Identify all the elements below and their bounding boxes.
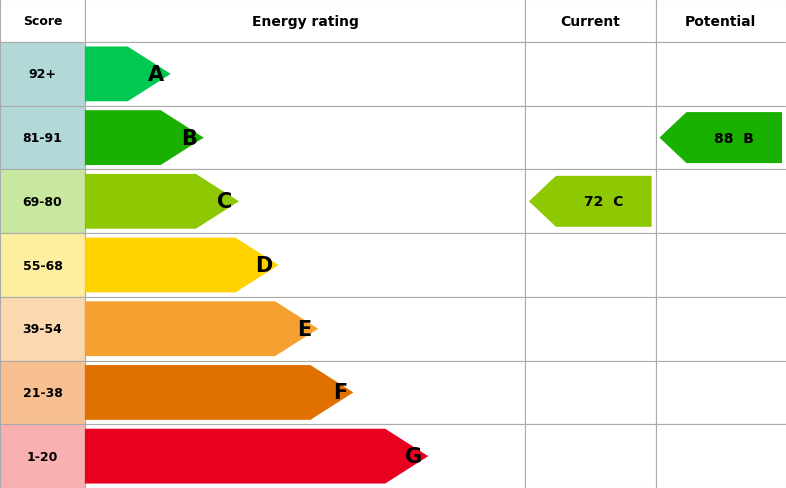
Bar (0, 43, 85, 106)
Text: Potential: Potential (685, 15, 756, 28)
Text: A: A (148, 65, 164, 85)
Text: 72  C: 72 C (584, 195, 623, 209)
Bar (85, 43, 525, 106)
Bar (525, 170, 656, 234)
Text: 1-20: 1-20 (27, 450, 58, 463)
Bar (656, 0, 786, 43)
Bar (525, 425, 656, 488)
Bar (0, 425, 85, 488)
Text: B: B (182, 128, 197, 148)
Bar (0, 234, 85, 297)
Bar (525, 361, 656, 425)
Bar (525, 43, 656, 106)
Bar (656, 106, 786, 170)
Polygon shape (85, 302, 318, 356)
Bar (525, 0, 656, 43)
Bar (0, 361, 85, 425)
Bar (85, 425, 525, 488)
Text: 55-68: 55-68 (23, 259, 62, 272)
Bar (85, 234, 525, 297)
Bar (656, 425, 786, 488)
Text: C: C (217, 192, 233, 212)
Polygon shape (659, 113, 782, 164)
Bar (525, 106, 656, 170)
Bar (85, 297, 525, 361)
Text: D: D (255, 256, 272, 275)
Text: 81-91: 81-91 (23, 132, 62, 145)
Bar (0, 297, 85, 361)
Text: G: G (405, 446, 422, 466)
Bar (0, 170, 85, 234)
Text: 39-54: 39-54 (23, 323, 62, 336)
Polygon shape (85, 238, 278, 293)
Bar (85, 106, 525, 170)
Bar (656, 43, 786, 106)
Bar (0, 0, 85, 43)
Text: 21-38: 21-38 (23, 386, 62, 399)
Polygon shape (85, 175, 239, 229)
Text: 88  B: 88 B (714, 131, 755, 145)
Text: F: F (332, 383, 347, 403)
Polygon shape (85, 366, 354, 420)
Bar (0, 106, 85, 170)
Bar (525, 297, 656, 361)
Text: Energy rating: Energy rating (252, 15, 358, 28)
Bar (85, 170, 525, 234)
Text: E: E (297, 319, 312, 339)
Bar (85, 361, 525, 425)
Bar (85, 0, 525, 43)
Bar (525, 234, 656, 297)
Bar (656, 234, 786, 297)
Bar (656, 361, 786, 425)
Polygon shape (85, 429, 428, 484)
Text: 92+: 92+ (28, 68, 57, 81)
Bar (656, 170, 786, 234)
Bar (656, 297, 786, 361)
Polygon shape (85, 47, 171, 102)
Polygon shape (85, 111, 204, 165)
Text: 69-80: 69-80 (23, 195, 62, 208)
Polygon shape (529, 177, 652, 227)
Text: Score: Score (23, 15, 62, 28)
Text: Current: Current (560, 15, 620, 28)
